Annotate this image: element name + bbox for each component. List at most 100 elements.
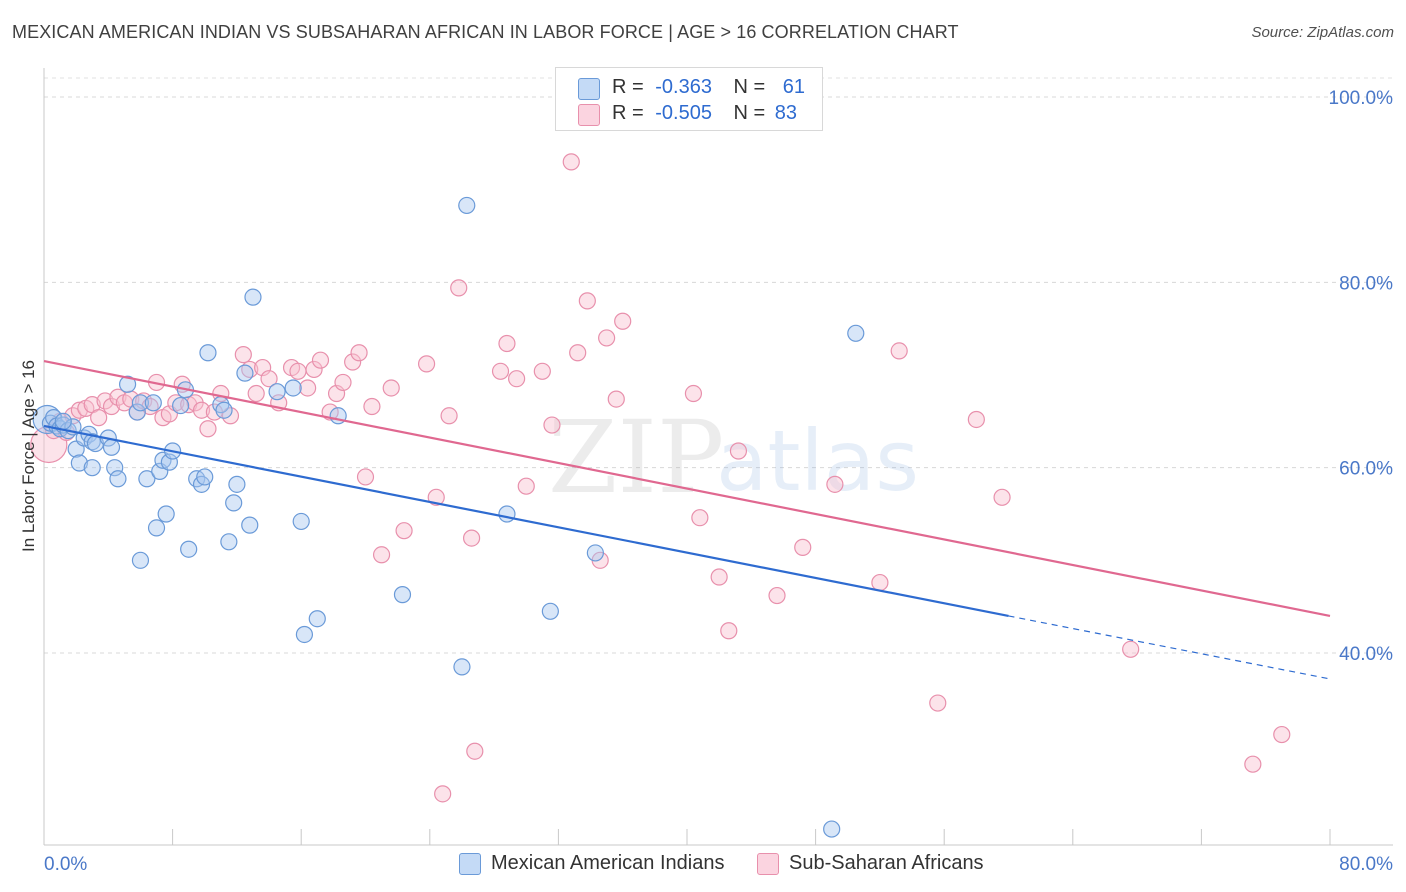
point-sub-saharan-africans xyxy=(890,342,908,360)
watermark: ZIP atlas xyxy=(548,399,919,516)
point-mexican-american-indians xyxy=(196,468,214,486)
r-label: R = xyxy=(612,76,644,98)
point-sub-saharan-africans xyxy=(234,346,252,364)
n-value-pink: 83 xyxy=(774,102,798,124)
point-sub-saharan-africans xyxy=(356,468,375,486)
point-sub-saharan-africans xyxy=(562,153,580,171)
point-sub-saharan-africans xyxy=(167,394,185,412)
series-mexican-american-indians xyxy=(32,196,865,838)
point-sub-saharan-africans xyxy=(192,401,211,419)
r-value-blue: -0.363 xyxy=(655,76,712,98)
point-sub-saharan-africans xyxy=(533,362,551,380)
point-sub-saharan-africans xyxy=(491,362,510,380)
point-sub-saharan-africans xyxy=(372,546,391,564)
point-sub-saharan-africans xyxy=(710,568,728,586)
point-sub-saharan-africans xyxy=(543,416,561,434)
r-value-pink: -0.505 xyxy=(655,102,712,124)
point-mexican-american-indians xyxy=(241,516,259,534)
point-mexican-american-indians xyxy=(823,820,841,838)
y-tick-label: 60.0% xyxy=(1339,459,1393,480)
point-mexican-american-indians xyxy=(393,586,412,604)
point-sub-saharan-africans xyxy=(578,292,596,310)
point-mexican-american-indians xyxy=(144,394,162,412)
point-sub-saharan-africans xyxy=(691,509,709,527)
point-mexican-american-indians xyxy=(102,438,121,456)
y-tick-label: 80.0% xyxy=(1339,273,1393,294)
point-sub-saharan-africans xyxy=(720,622,738,640)
point-mexican-american-indians xyxy=(172,396,190,415)
point-sub-saharan-africans xyxy=(90,409,108,427)
point-sub-saharan-africans xyxy=(382,379,400,397)
y-axis-label: In Labor Force | Age > 16 xyxy=(19,360,38,552)
point-sub-saharan-africans xyxy=(417,355,436,373)
point-sub-saharan-africans xyxy=(517,477,535,495)
point-sub-saharan-africans xyxy=(289,362,307,380)
trend-line-pink xyxy=(43,360,1331,618)
point-mexican-american-indians xyxy=(138,470,156,488)
point-sub-saharan-africans xyxy=(260,370,278,388)
point-sub-saharan-africans xyxy=(334,373,352,392)
source-label: Source: ZipAtlas.com xyxy=(1251,24,1394,41)
bottom-legend-label-blue: Mexican American Indians xyxy=(491,852,725,874)
point-mexican-american-indians xyxy=(268,383,286,401)
watermark-atlas: atlas xyxy=(716,412,919,510)
point-mexican-american-indians xyxy=(157,505,175,523)
point-mexican-american-indians xyxy=(308,610,326,628)
bottom-legend-swatch-blue xyxy=(459,853,481,875)
point-mexican-american-indians xyxy=(458,196,476,215)
watermark-zip: ZIP xyxy=(548,399,724,516)
point-mexican-american-indians xyxy=(292,512,310,531)
n-label: N = xyxy=(733,76,766,98)
point-sub-saharan-africans xyxy=(462,529,481,547)
axes xyxy=(43,68,1393,846)
point-sub-saharan-africans xyxy=(102,397,121,416)
point-sub-saharan-africans xyxy=(498,334,516,353)
point-sub-saharan-africans xyxy=(247,384,265,403)
point-mexican-american-indians xyxy=(118,375,137,393)
point-sub-saharan-africans xyxy=(794,538,812,556)
point-mexican-american-indians xyxy=(54,412,72,430)
point-sub-saharan-africans xyxy=(450,279,468,297)
point-sub-saharan-africans xyxy=(1273,725,1291,744)
n-value-blue: 61 xyxy=(782,76,806,98)
point-sub-saharan-africans xyxy=(598,329,616,347)
point-mexican-american-indians xyxy=(215,401,233,419)
point-sub-saharan-africans xyxy=(70,401,88,419)
x-tick-label: 80.0% xyxy=(1339,854,1393,875)
trend-lines xyxy=(43,360,1331,680)
point-sub-saharan-africans xyxy=(967,410,985,429)
point-sub-saharan-africans xyxy=(395,522,413,540)
point-mexican-american-indians xyxy=(199,344,217,362)
point-sub-saharan-africans xyxy=(929,694,947,712)
legend-text-blue: R = -0.363 N = 61 xyxy=(612,76,805,99)
point-sub-saharan-africans xyxy=(344,353,362,371)
point-mexican-american-indians xyxy=(128,403,146,421)
point-mexican-american-indians xyxy=(541,602,559,620)
point-sub-saharan-africans xyxy=(508,370,526,388)
point-mexican-american-indians xyxy=(847,324,865,342)
point-mexican-american-indians xyxy=(284,379,302,397)
tick-labels: 40.0% 60.0% 80.0% 100.0% 0.0% 80.0% xyxy=(44,88,1393,875)
r-label: R = xyxy=(612,102,644,124)
x-tick-label: 0.0% xyxy=(44,854,87,875)
y-tick-label: 40.0% xyxy=(1339,644,1393,665)
bottom-legend-label-pink: Sub-Saharan Africans xyxy=(789,852,984,874)
point-sub-saharan-africans xyxy=(466,742,484,760)
point-sub-saharan-africans xyxy=(1244,755,1262,773)
legend-text-pink: R = -0.505 N = 83 xyxy=(612,102,797,125)
n-label: N = xyxy=(733,102,766,124)
point-sub-saharan-africans xyxy=(299,379,317,397)
chart-title: MEXICAN AMERICAN INDIAN VS SUBSAHARAN AF… xyxy=(12,22,959,42)
point-mexican-american-indians xyxy=(220,533,238,551)
point-sub-saharan-africans xyxy=(569,344,587,362)
point-sub-saharan-africans xyxy=(199,420,217,438)
point-sub-saharan-africans xyxy=(363,397,381,416)
point-mexican-american-indians xyxy=(453,658,471,676)
point-mexican-american-indians xyxy=(225,494,243,512)
point-mexican-american-indians xyxy=(109,470,127,488)
legend-swatch-pink xyxy=(578,104,600,126)
point-mexican-american-indians xyxy=(131,394,150,412)
trend-line-blue xyxy=(43,424,1009,618)
point-sub-saharan-africans xyxy=(440,407,458,425)
